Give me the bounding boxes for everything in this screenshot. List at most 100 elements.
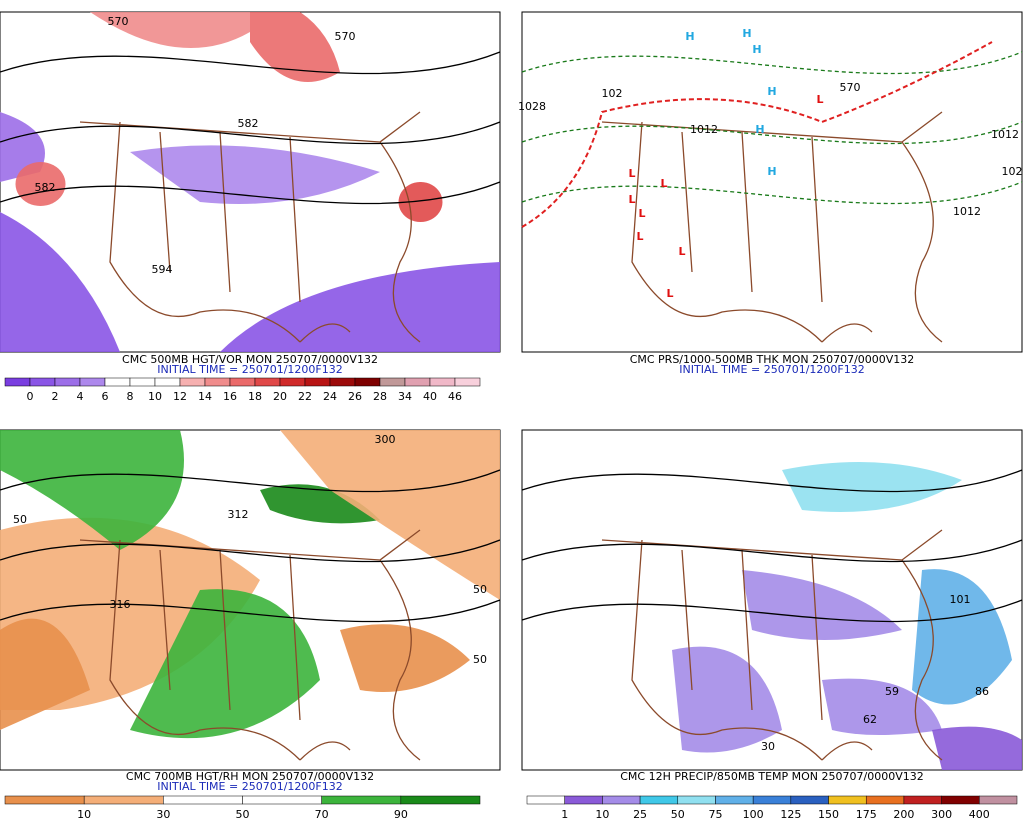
contour-label: 30 xyxy=(761,740,775,753)
legend-swatch xyxy=(400,795,481,805)
legend-label: 6 xyxy=(102,390,109,403)
legend-swatch xyxy=(321,795,402,805)
legend-swatch xyxy=(354,377,381,387)
contour-label: 62 xyxy=(863,713,877,726)
legend-label: 22 xyxy=(298,390,312,403)
legend-label: 125 xyxy=(780,808,801,819)
legend-label: 26 xyxy=(348,390,362,403)
legend-label: 200 xyxy=(893,808,914,819)
pressure-center: L xyxy=(816,93,823,106)
contour-label: 1012 xyxy=(991,128,1019,141)
field-shading xyxy=(260,484,380,524)
legend-label: 40 xyxy=(423,390,437,403)
legend-swatch xyxy=(903,795,942,805)
legend-label: 20 xyxy=(273,390,287,403)
contour xyxy=(521,121,1023,145)
pressure-center: H xyxy=(767,165,776,178)
borders xyxy=(79,529,421,761)
contour-label: 582 xyxy=(35,181,56,194)
initial-time: INITIAL TIME = 250701/1200F132 xyxy=(157,363,342,376)
field-shading xyxy=(932,726,1022,770)
legend-swatch xyxy=(941,795,980,805)
pressure-center: H xyxy=(742,27,751,40)
contour-label: 300 xyxy=(375,433,396,446)
borders xyxy=(601,529,943,761)
contour-label: 570 xyxy=(335,30,356,43)
legend-swatch xyxy=(154,377,181,387)
legend-swatch xyxy=(526,795,565,805)
contour xyxy=(0,469,501,493)
contour xyxy=(521,539,1023,563)
contour-label: 50 xyxy=(473,583,487,596)
legend-swatch xyxy=(639,795,679,805)
legend-label: 150 xyxy=(818,808,839,819)
legend-swatch xyxy=(379,377,406,387)
legend-label: 2 xyxy=(52,390,59,403)
field-shading xyxy=(912,569,1012,705)
legend-label: 16 xyxy=(223,390,237,403)
contour-label: 50 xyxy=(473,653,487,666)
caption: CMC 500MB HGT/VOR MON 250707/0000V132 xyxy=(122,353,378,366)
legend-label: 100 xyxy=(743,808,764,819)
map-panel: 59 62 101 86 30 xyxy=(521,429,1023,771)
legend-label: 1 xyxy=(561,808,568,819)
legend-label: 300 xyxy=(931,808,952,819)
contour-label: 101 xyxy=(950,593,971,606)
legend-label: 4 xyxy=(77,390,84,403)
field-shading xyxy=(398,182,443,222)
legend-swatch xyxy=(715,795,754,805)
legend-label: 14 xyxy=(198,390,212,403)
legend-swatch xyxy=(229,377,256,387)
caption: CMC 12H PRECIP/850MB TEMP MON 250707/000… xyxy=(620,770,924,783)
legend-swatch xyxy=(279,377,306,387)
legend-label: 30 xyxy=(156,808,170,819)
contour-label: 1012 xyxy=(690,123,718,136)
legend-swatch xyxy=(429,377,456,387)
legend-swatch xyxy=(564,795,603,805)
contour-label: 50 xyxy=(13,513,27,526)
map-panel: 316 50 50 50 300 312 xyxy=(0,429,501,771)
legend-swatch xyxy=(54,377,81,387)
contour-label: 102 xyxy=(602,87,623,100)
map-panel: 570 570 582 582 594 xyxy=(0,11,501,353)
contour xyxy=(521,599,1023,623)
field-shading xyxy=(340,624,470,692)
field-shading xyxy=(0,212,120,352)
legend-swatch xyxy=(79,377,106,387)
pressure-center: L xyxy=(678,245,685,258)
legend-swatch xyxy=(179,377,206,387)
pressure-center: L xyxy=(638,207,645,220)
legend-label: 10 xyxy=(595,808,609,819)
legend-swatch xyxy=(242,795,322,805)
legend-label: 8 xyxy=(127,390,134,403)
legend-swatch xyxy=(454,377,481,387)
legend-swatch xyxy=(329,377,356,387)
contour-label: 312 xyxy=(228,508,249,521)
contour-label: 316 xyxy=(110,598,131,611)
contour-label: 570 xyxy=(840,81,861,94)
field-shading xyxy=(90,12,250,48)
pressure-center: H xyxy=(767,85,776,98)
front xyxy=(521,41,993,228)
pressure-center: H xyxy=(755,123,764,136)
pressure-center: L xyxy=(636,230,643,243)
legend-label: 34 xyxy=(398,390,412,403)
legend-swatch xyxy=(979,795,1018,805)
field-shading xyxy=(220,262,500,352)
legend-swatch xyxy=(602,795,641,805)
legend-label: 50 xyxy=(236,808,250,819)
pressure-center: H xyxy=(685,30,694,43)
legend-swatch xyxy=(204,377,231,387)
contour xyxy=(0,181,501,205)
field-shading xyxy=(250,12,340,82)
legend-label: 90 xyxy=(394,808,408,819)
contour-label: 570 xyxy=(108,15,129,28)
legend-label: 400 xyxy=(969,808,990,819)
field-shading xyxy=(782,462,962,512)
legend-swatch xyxy=(790,795,829,805)
legend-label: 10 xyxy=(77,808,91,819)
legend-swatch xyxy=(404,377,431,387)
field-shading xyxy=(0,430,184,550)
